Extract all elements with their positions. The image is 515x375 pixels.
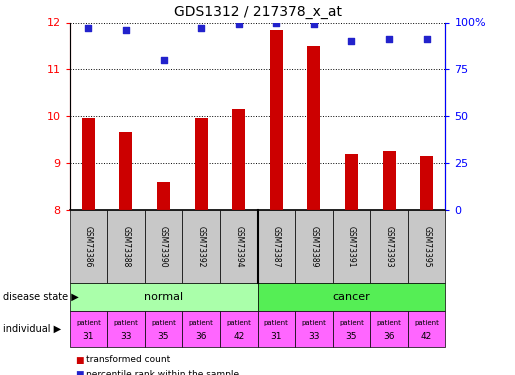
Text: GSM73387: GSM73387	[272, 226, 281, 267]
Text: patient: patient	[376, 320, 402, 326]
Text: 31: 31	[82, 332, 94, 341]
Text: 35: 35	[346, 332, 357, 341]
Point	[84, 25, 93, 31]
Point	[272, 20, 280, 26]
Text: GSM73389: GSM73389	[310, 226, 318, 267]
Text: cancer: cancer	[333, 292, 370, 302]
Bar	[345, 154, 358, 210]
Point	[160, 57, 168, 63]
Text: patient: patient	[301, 320, 327, 326]
Text: individual ▶: individual ▶	[3, 324, 61, 334]
Text: 33: 33	[120, 332, 132, 341]
Bar	[119, 132, 132, 210]
Text: 35: 35	[158, 332, 169, 341]
Point	[423, 36, 431, 42]
Text: 36: 36	[383, 332, 395, 341]
Point	[197, 25, 205, 31]
Point	[235, 21, 243, 27]
Text: GSM73386: GSM73386	[84, 226, 93, 267]
Text: GSM73392: GSM73392	[197, 226, 205, 267]
Point	[122, 27, 130, 33]
Point	[310, 21, 318, 27]
Point	[385, 36, 393, 42]
Text: 42: 42	[421, 332, 432, 341]
Text: patient: patient	[339, 320, 364, 326]
Text: GSM73388: GSM73388	[122, 226, 130, 267]
Text: patient: patient	[414, 320, 439, 326]
Bar	[232, 109, 245, 210]
Text: GSM73393: GSM73393	[385, 226, 393, 267]
Bar	[82, 118, 95, 210]
Bar	[270, 30, 283, 210]
Text: ■: ■	[75, 370, 83, 375]
Text: percentile rank within the sample: percentile rank within the sample	[86, 370, 239, 375]
Title: GDS1312 / 217378_x_at: GDS1312 / 217378_x_at	[174, 5, 341, 19]
Text: patient: patient	[113, 320, 139, 326]
Text: GSM73391: GSM73391	[347, 226, 356, 267]
Text: patient: patient	[226, 320, 251, 326]
Text: 31: 31	[270, 332, 282, 341]
Bar	[307, 46, 320, 210]
Text: patient: patient	[188, 320, 214, 326]
Text: 33: 33	[308, 332, 320, 341]
Text: GSM73390: GSM73390	[159, 226, 168, 267]
Text: GSM73395: GSM73395	[422, 226, 431, 267]
Text: GSM73394: GSM73394	[234, 226, 243, 267]
Text: patient: patient	[264, 320, 289, 326]
Text: disease state ▶: disease state ▶	[3, 292, 78, 302]
Bar	[157, 182, 170, 210]
Bar	[420, 156, 433, 210]
Text: patient: patient	[151, 320, 176, 326]
Text: patient: patient	[76, 320, 101, 326]
Bar	[383, 152, 396, 210]
Text: ■: ■	[75, 356, 83, 364]
Text: 36: 36	[195, 332, 207, 341]
Bar	[195, 118, 208, 210]
Point	[347, 38, 355, 44]
Text: transformed count: transformed count	[86, 356, 170, 364]
Text: 42: 42	[233, 332, 244, 341]
Text: normal: normal	[144, 292, 183, 302]
